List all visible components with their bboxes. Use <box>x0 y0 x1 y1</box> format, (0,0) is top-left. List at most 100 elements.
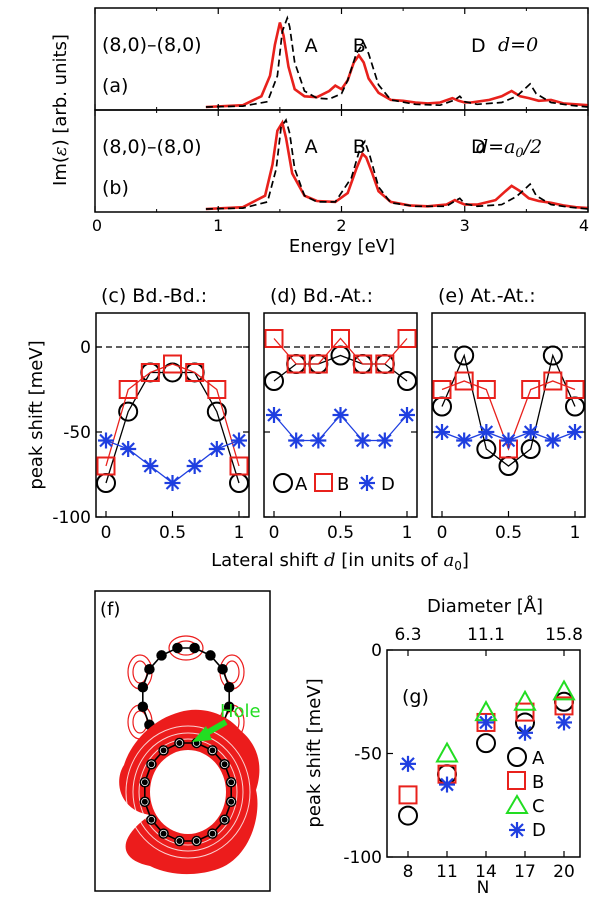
panel-e-point-B <box>476 380 496 399</box>
panel-c-point-D <box>142 458 159 474</box>
panel-c-point-D <box>186 458 203 474</box>
upper-atom <box>144 663 155 675</box>
peak-label: B <box>353 136 366 158</box>
panel-d-xtick-label: 0 <box>269 523 280 543</box>
legend-g-d-marker <box>509 822 525 838</box>
panel-a-d-label: d=0 <box>498 34 538 56</box>
panel-b-label: (b) <box>102 177 129 199</box>
legend-g-d-label: D <box>532 820 546 841</box>
panel-e-title: (e) At.-At.: <box>438 285 536 307</box>
peak-label: A <box>305 136 318 158</box>
panel-g-top-xtick-label: 15.8 <box>545 625 583 645</box>
panel-g-ytick-label: -100 <box>343 848 382 868</box>
panel-g-top-xtick-label: 6.3 <box>394 625 421 645</box>
panel-e-xtick-label: 0 <box>437 523 448 543</box>
lower-atom-core <box>228 798 235 805</box>
panel-e-point-D <box>478 424 495 440</box>
peak-labels: A B D A B D <box>305 35 486 158</box>
panel-a-series <box>205 15 588 109</box>
panel-g-xtick-label: 20 <box>553 862 575 882</box>
energy-tick-label: 0 <box>92 216 102 235</box>
spectrum-xlabel: Energy [eV] <box>289 236 395 257</box>
upper-atom <box>223 701 235 713</box>
lateral-xlabel: Lateral shift d [in units of a0] <box>211 550 469 573</box>
panel-g-top-xlabel: Diameter [Å] <box>427 595 543 617</box>
panel-g-label: (g) <box>402 686 429 708</box>
panel-g-xtick-label: 11 <box>436 862 458 882</box>
lower-atom-core <box>176 739 183 746</box>
legend-g-b-label: B <box>532 772 544 793</box>
panel-e-frame <box>431 312 586 518</box>
panel-a-label: (a) <box>102 75 128 97</box>
lower-tube-atoms <box>139 737 237 847</box>
panel-d-point-B <box>397 329 417 348</box>
legend-d: A B D <box>273 473 395 495</box>
panel-c-point-A <box>206 401 227 422</box>
panel-e-point-B <box>543 371 563 391</box>
panel-g-point-D <box>439 776 455 793</box>
panel-c-point-D <box>231 432 247 449</box>
legend-a-label: A <box>295 474 308 495</box>
energy-tick-label: 1 <box>213 216 223 235</box>
spectrum-panels: 0 1 2 3 4 A B D A B D (8,0)–(8,0) (a) d=0 (8,0)–(… <box>50 7 589 257</box>
panel-d-title: (d) Bd.-At.: <box>270 285 373 307</box>
lower-atom-core <box>221 816 228 823</box>
panel-g-point-D <box>517 724 533 741</box>
panel-b-system: (8,0)–(8,0) <box>102 136 202 158</box>
panel-c-point-B <box>207 380 227 399</box>
panel-d-xtick-label: 1 <box>402 523 413 543</box>
upper-atom <box>223 681 235 693</box>
lateral-ylabel: peak shift [meV] <box>26 340 47 489</box>
energy-tick-label: 3 <box>460 216 470 235</box>
panel-b-series <box>205 118 588 211</box>
panel-e-xtick-label: 0.5 <box>495 523 522 543</box>
panel-g-frame <box>386 649 581 858</box>
panel-g-point-B <box>515 702 535 722</box>
panel-c-point-D <box>98 432 114 449</box>
panel-b-series-dashed <box>205 118 588 210</box>
panel-g-point-D <box>400 755 416 772</box>
panel-d-point-B <box>375 354 395 374</box>
panel-a-frame <box>94 7 589 111</box>
spectrum-ylabel: Im(ε) [arb. units] <box>50 34 71 186</box>
panel-e-xtick-label: 1 <box>570 523 581 543</box>
legend-g: A B C D <box>505 747 546 841</box>
panel-d-point-B <box>264 329 284 348</box>
panel-c-xtick-label: 1 <box>234 523 245 543</box>
panel-g-xtick-label: 17 <box>514 862 536 882</box>
panel-c-point-B <box>229 456 249 476</box>
energy-ticks: 0 1 2 3 4 <box>92 8 589 235</box>
legend-g-b-marker <box>507 771 526 790</box>
lower-atom-core <box>141 798 148 805</box>
hole-arrow <box>192 719 228 742</box>
panel-g-xtick-label: 8 <box>403 862 414 882</box>
panel-g-point-B <box>554 696 574 716</box>
panel-e-point-A <box>454 345 475 366</box>
panel-g-point-B <box>398 785 418 805</box>
lateral-ytick-label: -50 <box>63 423 91 443</box>
legend-b-label: B <box>337 474 349 495</box>
panel-g-point-D <box>556 714 572 731</box>
panel-a-series-red <box>205 22 588 109</box>
panel-g-ylabel: peak shift [meV] <box>304 678 325 827</box>
panel-c-line-A <box>105 371 240 484</box>
panel-c-xtick-label: 0 <box>101 523 112 543</box>
legend-b-marker <box>314 473 333 492</box>
panel-g-point-C <box>552 679 576 701</box>
panel-e-line-B <box>441 380 576 451</box>
panel-c-xtick-label: 0.5 <box>159 523 186 543</box>
panel-d-point-D <box>376 432 393 449</box>
lower-atom-core <box>228 779 235 786</box>
panel-d-point-D <box>266 407 282 423</box>
lower-atom-core <box>141 779 148 786</box>
upper-atom <box>137 681 149 693</box>
panel-d-point-D <box>354 432 371 449</box>
panel-e-line-A <box>441 353 576 467</box>
legend-g-a-label: A <box>532 748 545 769</box>
panel-d-point-B <box>308 354 328 374</box>
lower-atom-core <box>209 747 216 754</box>
lower-atom-core <box>221 761 228 768</box>
panel-g-top-xtick-label: 11.1 <box>467 625 505 645</box>
panel-c-point-D <box>164 475 181 491</box>
upper-atom <box>172 642 183 654</box>
